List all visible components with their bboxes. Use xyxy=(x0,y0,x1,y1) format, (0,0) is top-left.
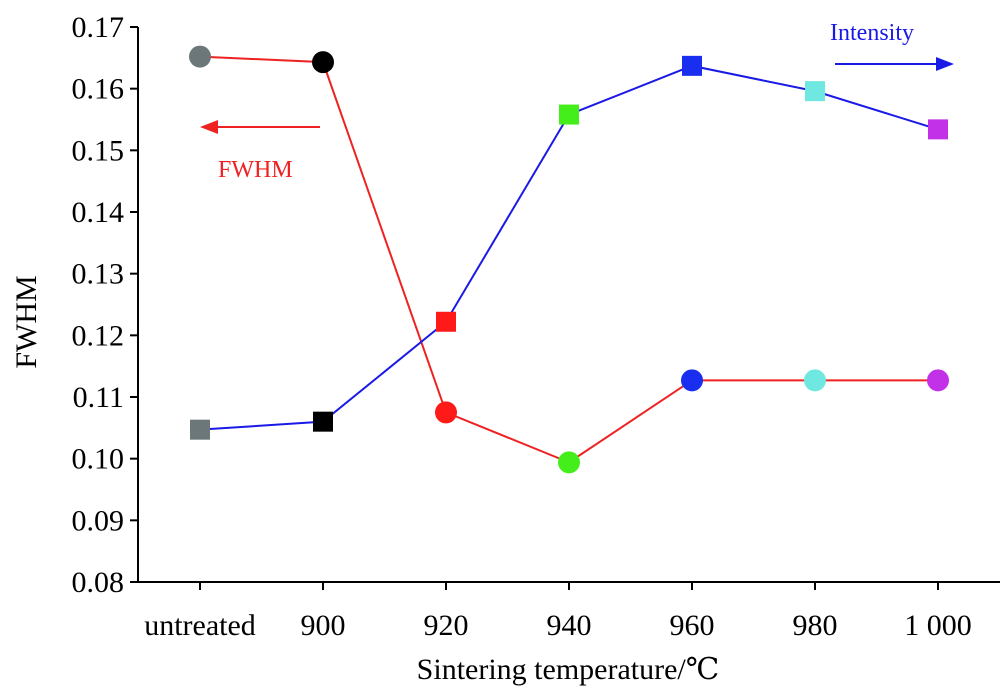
intensity-annotation-label: Intensity xyxy=(830,20,914,46)
x-tick-label: 980 xyxy=(793,609,838,642)
intensity-annotation: Intensity xyxy=(830,20,954,71)
y-tick-label: 0.16 xyxy=(72,73,125,106)
intensity-point xyxy=(436,311,456,332)
x-tick-label: 940 xyxy=(547,609,592,642)
y-tick-label: 0.13 xyxy=(72,258,125,291)
intensity-point xyxy=(313,411,333,432)
y-tick-label: 0.10 xyxy=(72,443,125,476)
x-tick-label: 1 000 xyxy=(904,609,972,642)
y-tick-label: 0.17 xyxy=(72,11,125,44)
y-tick-label: 0.11 xyxy=(73,381,124,414)
x-tick-label: 900 xyxy=(301,609,346,642)
intensity-point xyxy=(682,55,702,76)
x-tick-label: 920 xyxy=(424,609,469,642)
fwhm-point xyxy=(435,401,457,424)
x-tick-label: untreated xyxy=(144,609,256,642)
y-axis-ticks: 0.08 0.09 0.10 0.11 0.12 0.13 0.14 0.15 0.16 0.17 xyxy=(72,11,138,599)
y-tick-label: 0.14 xyxy=(72,196,125,229)
fwhm-point xyxy=(189,45,211,68)
y-tick-label: 0.08 xyxy=(72,566,125,599)
intensity-point xyxy=(928,119,948,140)
fwhm-point xyxy=(927,369,949,392)
intensity-point xyxy=(190,419,210,440)
y-tick-label: 0.12 xyxy=(72,319,125,352)
fwhm-point xyxy=(681,369,703,392)
intensity-point xyxy=(805,81,825,102)
x-axis-ticks: untreated 900 920 940 960 980 1 000 xyxy=(144,582,972,642)
intensity-arrow-head xyxy=(936,57,954,71)
x-axis-title: Sintering temperature/℃ xyxy=(417,653,720,686)
fwhm-annotation-label: FWHM xyxy=(218,157,293,183)
y-tick-label: 0.09 xyxy=(72,504,125,537)
y-tick-label: 0.15 xyxy=(72,134,125,167)
intensity-point xyxy=(559,104,579,125)
fwhm-point xyxy=(804,369,826,392)
fwhm-point xyxy=(558,451,580,474)
y-axis-title: FWHM xyxy=(10,275,43,368)
fwhm-arrow-head xyxy=(200,120,218,134)
fwhm-annotation: FWHM xyxy=(200,120,320,183)
series-markers xyxy=(189,45,949,474)
fwhm-point xyxy=(312,51,334,74)
x-tick-label: 960 xyxy=(670,609,715,642)
